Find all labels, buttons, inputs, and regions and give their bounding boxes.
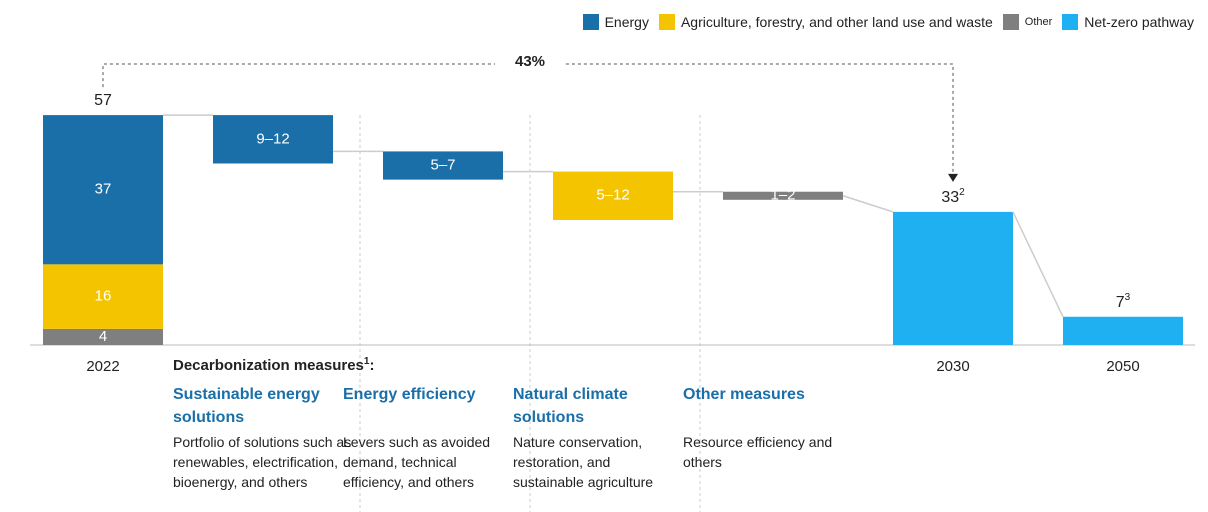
step-bar	[723, 191, 843, 200]
legend-swatch	[658, 14, 675, 30]
legend-swatch	[582, 14, 599, 30]
heading-footnote: 1	[363, 356, 370, 367]
step-label: 9–12	[256, 130, 289, 147]
x-tick-label: 2022	[86, 358, 119, 375]
measure-name: Sustainable energy solutions	[173, 386, 320, 426]
total-footnote: 3	[1125, 291, 1131, 302]
bar	[43, 115, 163, 265]
step-label: 1–2	[770, 187, 795, 204]
change-label: 43%	[515, 53, 545, 70]
step-label: 5–12	[596, 187, 629, 204]
step-bar	[383, 151, 503, 180]
step-bar	[553, 171, 673, 220]
bar-label: 16	[95, 288, 112, 305]
measure-name: Other measures	[683, 386, 805, 403]
measures-heading: Decarbonization measures1:	[173, 356, 374, 374]
legend-item: Net-zero pathway	[1062, 14, 1194, 30]
step-bar	[213, 115, 333, 164]
measure-description: Resource efficiency and others	[683, 434, 833, 470]
total-label: 332	[941, 187, 965, 207]
step-label: 5–7	[430, 156, 455, 173]
legend-item: Energy	[582, 14, 649, 30]
heading-text: Decarbonization measures	[173, 357, 364, 374]
measure-description: Nature conservation, restoration, and su…	[513, 434, 654, 490]
measure-name: Energy efficiency	[343, 386, 476, 403]
x-tick-label: 2050	[1106, 358, 1139, 375]
total-footnote: 2	[959, 187, 965, 198]
total-value: 33	[941, 189, 959, 206]
bar	[893, 211, 1013, 345]
total-value: 7	[1116, 294, 1125, 311]
legend-item: Other	[1002, 14, 1053, 30]
legend-item: Agriculture, forestry, and other land us…	[658, 14, 993, 30]
legend-swatch	[1062, 14, 1079, 30]
legend-label: Other	[1024, 16, 1053, 28]
bar-label: 4	[99, 328, 107, 345]
arrow-head	[948, 173, 958, 182]
bar-label: 37	[95, 181, 112, 198]
measure-description: Levers such as avoided demand, technical…	[343, 434, 491, 490]
legend-label: Energy	[604, 14, 649, 30]
bar	[43, 264, 163, 329]
x-tick-label: 2030	[936, 358, 969, 375]
legend-swatch	[1002, 14, 1019, 30]
measure-description: Portfolio of solutions such as renewable…	[173, 434, 352, 490]
total-value: 57	[94, 92, 112, 109]
change-label-bg	[495, 52, 565, 76]
connector	[842, 195, 894, 213]
legend-label: Agriculture, forestry, and other land us…	[680, 14, 993, 30]
total-label: 73	[1116, 291, 1131, 311]
legend-label: Net-zero pathway	[1084, 14, 1194, 30]
connector	[1012, 211, 1064, 318]
heading-suffix: :	[369, 357, 375, 374]
legend: Energy Agriculture, forestry, and other l…	[582, 14, 1194, 30]
measure-name: Natural climate solutions	[513, 386, 628, 426]
bar	[1063, 316, 1183, 345]
bar	[43, 328, 163, 345]
total-label: 57	[94, 92, 112, 109]
